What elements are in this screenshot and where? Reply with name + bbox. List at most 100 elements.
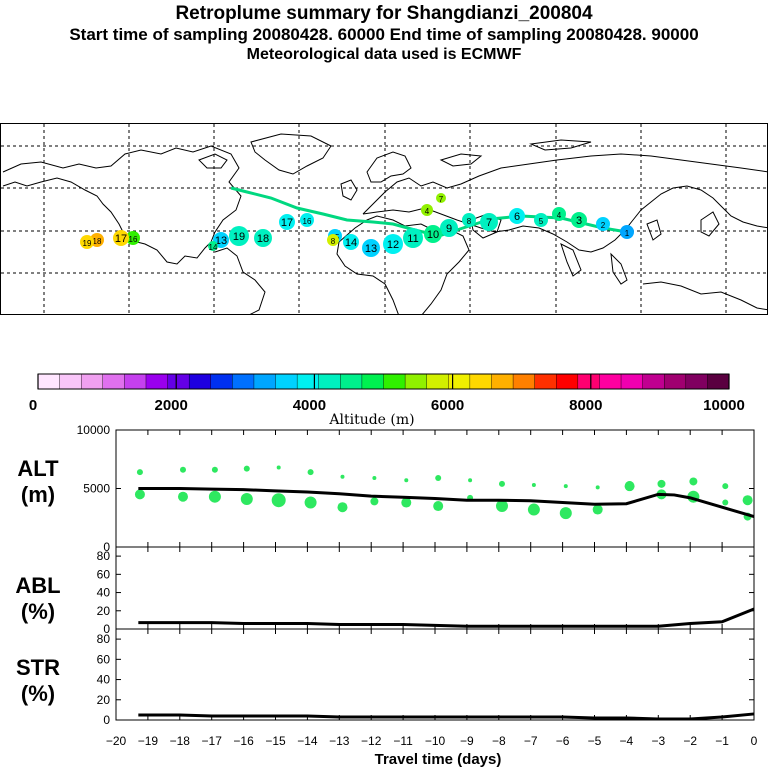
alt-ytick-label: 10000 xyxy=(77,423,111,437)
alt-upper-point xyxy=(307,469,314,476)
x-tick-label: −12 xyxy=(361,734,382,748)
colorbar-cell xyxy=(361,373,384,390)
colorbar-cell xyxy=(383,373,406,390)
x-tick-label: −13 xyxy=(329,734,350,748)
alt-ytick-label: 5000 xyxy=(83,482,110,496)
colorbar-cell xyxy=(469,373,492,390)
colorbar-cell xyxy=(664,373,687,390)
alt-panel-unit: (m) xyxy=(21,482,55,507)
colorbar-cell xyxy=(491,373,514,390)
colorbar-cell xyxy=(210,373,233,390)
x-tick-label: −15 xyxy=(265,734,286,748)
str-series-line xyxy=(138,712,755,721)
plume-dot-label: 10 xyxy=(427,229,439,241)
x-tick-label: −11 xyxy=(393,734,413,748)
met-data-line: Meteorological data used is ECMWF xyxy=(246,46,522,63)
str-ytick-label: 0 xyxy=(103,713,110,727)
plume-dot xyxy=(440,219,458,237)
colorbar-cell xyxy=(426,373,449,390)
plume-dot xyxy=(436,193,446,203)
plume-dot-label: 3 xyxy=(576,215,582,227)
colorbar-cell xyxy=(707,373,730,390)
plume-dot-label: 14 xyxy=(345,237,357,249)
plume-dot-label: 19 xyxy=(83,239,92,248)
plume-dot xyxy=(462,213,476,227)
colorbar-tick-label: 10000 xyxy=(703,397,745,414)
plume-dot xyxy=(343,234,359,250)
str-panel-label: STR xyxy=(16,655,60,680)
colorbar-tick-label: 0 xyxy=(29,397,37,414)
alt-lower-point xyxy=(208,490,221,503)
alt-series-line xyxy=(138,487,755,519)
abl-ytick-label: 0 xyxy=(103,622,110,636)
plume-dot xyxy=(126,231,140,245)
colorbar-cell xyxy=(685,373,708,390)
x-tick-label: −18 xyxy=(170,734,191,748)
plume-dot-label: 13 xyxy=(215,235,227,247)
colorbar-cell xyxy=(620,373,644,390)
plume-dot-label: 17 xyxy=(115,233,127,245)
colorbar-tick-label: 4000 xyxy=(293,397,326,414)
colorbar-cell xyxy=(102,373,125,390)
colorbar-tick-label: 6000 xyxy=(431,397,464,414)
colorbar-cells xyxy=(37,373,730,390)
alt-upper-point xyxy=(689,477,698,486)
plume-dot xyxy=(403,228,423,248)
abl-ytick-label: 40 xyxy=(97,586,111,600)
colorbar-cell xyxy=(404,373,428,390)
colorbar-cell xyxy=(642,373,665,390)
alt-upper-point xyxy=(211,466,218,473)
str-ytick-label: 20 xyxy=(97,693,111,707)
plume-dot xyxy=(571,212,587,228)
plume-dot xyxy=(113,230,129,246)
plume-dot-label: 16 xyxy=(129,235,138,244)
plume-dot xyxy=(596,217,610,231)
plume-dot xyxy=(229,226,249,246)
x-tick-label: −6 xyxy=(556,734,570,748)
plume-dot-label: 17 xyxy=(281,217,293,229)
alt-upper-point xyxy=(742,495,753,506)
x-tick-label: −19 xyxy=(138,734,159,748)
alt-lower-point xyxy=(134,489,145,500)
x-tick-label: −17 xyxy=(202,734,223,748)
sampling-time-line: Start time of sampling 20080428. 60000 E… xyxy=(69,25,699,44)
str-panel-unit: (%) xyxy=(21,681,55,706)
colorbar-cell xyxy=(188,373,212,390)
plume-dot xyxy=(421,204,433,216)
plume-dot-label: 19 xyxy=(233,231,245,243)
colorbar-tick-labels: 0 2000 4000 6000 8000 10000 xyxy=(29,374,745,414)
alt-lower-point xyxy=(401,497,412,508)
abl-panel-unit: (%) xyxy=(21,599,55,624)
plume-dot-label: 8 xyxy=(331,237,336,246)
abl-ytick-label: 80 xyxy=(97,549,111,563)
plume-dot-label: 5 xyxy=(539,217,544,226)
alt-upper-point xyxy=(243,465,250,472)
colorbar-cell xyxy=(577,373,600,390)
retroplume-map: 1234567891011121314151617181913141617181… xyxy=(0,123,768,315)
plume-dot xyxy=(620,225,634,239)
plume-dot-label: 9 xyxy=(446,223,452,235)
str-ytick-label: 80 xyxy=(97,632,111,646)
colorbar-cell xyxy=(512,373,536,390)
x-tick-label: −1 xyxy=(715,734,729,748)
str-panel-frame xyxy=(115,628,755,721)
alt-lower-point xyxy=(433,501,444,512)
plume-dot xyxy=(254,229,272,247)
coastlines xyxy=(2,133,767,314)
colorbar-cell xyxy=(124,373,147,390)
colorbar-cell xyxy=(318,373,341,390)
abl-ytick-label: 20 xyxy=(97,604,111,618)
alt-lower-point xyxy=(304,496,317,509)
alt-upper-point xyxy=(276,465,281,470)
plume-dot-label: 16 xyxy=(303,217,312,226)
plume-dot-label: 4 xyxy=(557,211,562,220)
plume-dot xyxy=(208,241,218,251)
x-tick-label: −20 xyxy=(106,734,127,748)
str-ytick-label: 60 xyxy=(97,652,111,666)
alt-upper-point xyxy=(563,484,568,489)
colorbar-cell xyxy=(253,373,277,390)
colorbar-cell xyxy=(340,373,363,390)
plume-dot-label: 18 xyxy=(93,237,102,246)
alt-lower-point xyxy=(240,493,253,506)
alt-upper-point xyxy=(179,466,186,473)
